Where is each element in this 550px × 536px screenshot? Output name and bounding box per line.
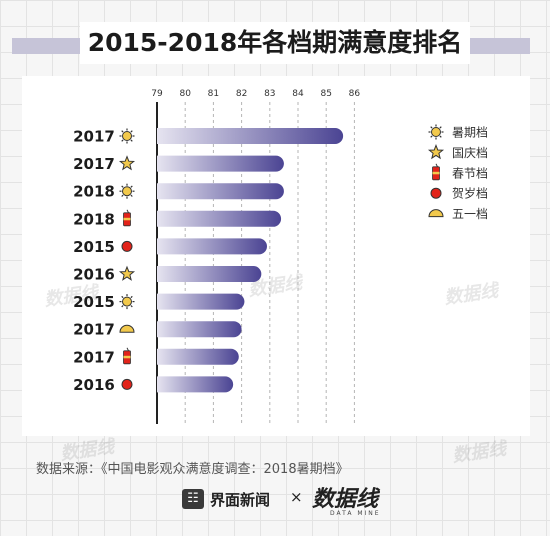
- year-label: 2015: [73, 293, 115, 311]
- sun-icon: [119, 128, 135, 144]
- firecracker-icon: [123, 209, 131, 227]
- x-tick-label: 80: [179, 89, 191, 99]
- year-label: 2018: [73, 183, 115, 201]
- x-tick-label: 83: [264, 89, 275, 99]
- chart-title: 2015-2018年各档期满意度排名: [80, 22, 470, 64]
- year-label: 2016: [73, 376, 115, 394]
- legend-label: 春节档: [452, 166, 488, 180]
- bar: [157, 293, 245, 310]
- year-label: 2018: [73, 210, 115, 228]
- star-icon: [118, 155, 136, 171]
- sun-icon: [428, 124, 444, 140]
- bar: [157, 376, 234, 393]
- red-circle-icon: [121, 240, 133, 252]
- red-circle-icon: [430, 187, 442, 199]
- data-mine-logo: 数据线: [312, 487, 379, 512]
- x-tick-label: 81: [208, 89, 219, 99]
- bar: [157, 321, 242, 338]
- bar: [157, 266, 262, 282]
- x-tick-label: 79: [151, 89, 163, 99]
- star-icon: [427, 144, 445, 160]
- year-label: 2017: [73, 348, 115, 366]
- bar: [157, 238, 267, 255]
- sun-icon: [119, 294, 135, 310]
- star-icon: [118, 265, 136, 281]
- red-circle-icon: [121, 378, 133, 390]
- legend-label: 五一档: [452, 207, 488, 221]
- sun-icon: [119, 183, 135, 199]
- firecracker-icon: [123, 347, 131, 365]
- firecracker-icon: [432, 163, 440, 181]
- year-label: 2017: [73, 128, 115, 146]
- legend-label: 贺岁档: [452, 186, 488, 201]
- bar: [157, 155, 284, 172]
- bar: [157, 128, 344, 144]
- legend-label: 国庆档: [452, 146, 488, 160]
- times-separator: ×: [290, 488, 303, 506]
- year-label: 2017: [73, 321, 115, 339]
- year-label: 2016: [73, 266, 115, 284]
- bar: [157, 210, 282, 227]
- year-label: 2017: [73, 155, 115, 173]
- year-label: 2015: [73, 238, 115, 256]
- legend-label: 暑期档: [452, 126, 488, 140]
- brand-name: 界面新闻: [210, 491, 271, 509]
- bar: [157, 348, 239, 365]
- source-note: 数据来源：《中国电影观众满意度调查：2018暑期档》: [36, 462, 349, 477]
- x-tick-label: 85: [320, 89, 331, 99]
- bar: [157, 183, 284, 200]
- x-tick-label: 84: [292, 89, 304, 99]
- data-mine-sub: DATA MINE: [330, 510, 381, 517]
- x-tick-label: 82: [236, 89, 247, 99]
- x-tick-label: 86: [349, 89, 361, 99]
- jiemian-logo-icon: ☷: [182, 489, 204, 509]
- half-sun-icon: [428, 209, 444, 218]
- half-sun-icon: [119, 324, 135, 333]
